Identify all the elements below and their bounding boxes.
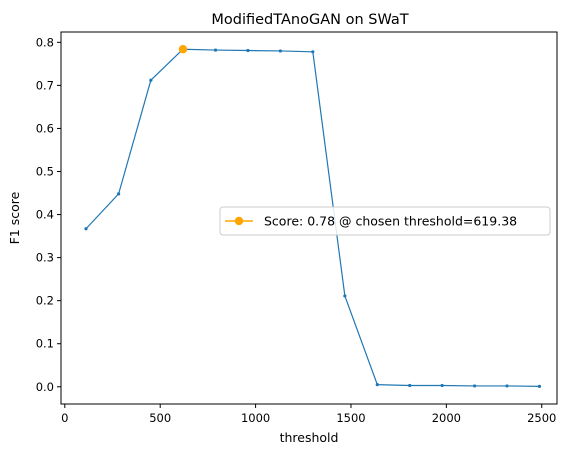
chart-title: ModifiedTAnoGAN on SWaT [211, 12, 408, 28]
legend-marker-dot [234, 216, 244, 226]
series-point [343, 294, 347, 298]
y-tick-label: 0.7 [36, 78, 54, 92]
series-point [149, 78, 153, 82]
y-tick-label: 0.6 [36, 121, 54, 135]
chosen-threshold-point [178, 45, 188, 54]
series-point [246, 48, 250, 53]
y-tick-label: 0.8 [36, 35, 54, 49]
y-tick-label: 0.4 [36, 208, 54, 222]
x-tick-label: 1500 [336, 411, 365, 425]
legend-label: Score: 0.78 @ chosen threshold=619.38 [264, 214, 517, 229]
x-tick-label: 1000 [241, 411, 270, 425]
series-point [440, 383, 444, 388]
y-axis-ticks: 0.0 0.1 0.2 0.3 0.4 0.5 0.6 0.7 0.8 [36, 35, 61, 394]
x-tick-label: 500 [149, 411, 171, 425]
y-tick-label: 0.2 [36, 294, 54, 308]
series-point [213, 48, 218, 52]
series-point [84, 227, 88, 231]
series-point [278, 49, 282, 53]
x-tick-label: 2500 [527, 411, 556, 425]
legend-box [219, 206, 551, 236]
series-point [408, 383, 412, 388]
axes-frame [60, 31, 558, 405]
series-point [375, 383, 379, 387]
series-point [537, 384, 542, 388]
series-point [117, 192, 121, 196]
series-point [311, 50, 315, 54]
y-tick-label: 0.0 [36, 380, 54, 394]
x-axis-label: threshold [280, 430, 339, 445]
series-point [505, 384, 509, 388]
y-axis-label: F1 score [7, 191, 22, 244]
x-tick-label: 0 [61, 411, 68, 425]
y-tick-label: 0.3 [36, 251, 54, 265]
x-tick-label: 2000 [432, 411, 461, 425]
plot-content [84, 45, 542, 388]
series-point [472, 384, 477, 388]
y-tick-label: 0.5 [36, 165, 54, 179]
x-axis-ticks: 0 500 1000 1500 2000 2500 [61, 404, 556, 425]
legend: Score: 0.78 @ chosen threshold=619.38 [219, 206, 551, 236]
y-tick-label: 0.1 [36, 337, 54, 351]
